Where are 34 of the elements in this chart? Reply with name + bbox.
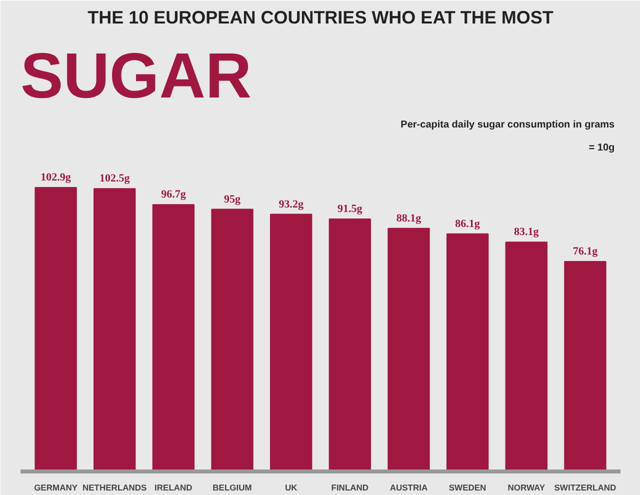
data-label: 88.1g xyxy=(396,212,422,224)
data-label: 95g xyxy=(224,193,242,206)
x-tick-label: AUSTRIA xyxy=(390,482,428,492)
x-tick-label: SWEDEN xyxy=(448,482,486,492)
data-label: 96.7g xyxy=(161,188,186,201)
x-tick-label: BELGIUM xyxy=(212,482,252,492)
chart-subtitle: SUGAR xyxy=(20,40,252,112)
x-tick-label: FINLAND xyxy=(331,482,369,492)
data-label: 86.1g xyxy=(455,218,480,230)
bar xyxy=(34,187,77,472)
text: Per-capita daily sugar consumption in grams xyxy=(400,120,616,131)
x-tick-label: SWITZERLAND xyxy=(554,482,616,492)
x-tick-label: NORWAY xyxy=(508,482,546,492)
data-label: 102.9g xyxy=(40,172,72,184)
text: = 10g xyxy=(588,142,615,154)
bar xyxy=(152,204,195,472)
bar xyxy=(446,233,489,472)
x-tick-label: NETHERLANDS xyxy=(82,482,148,492)
data-label: 83.1g xyxy=(514,226,540,238)
x-tick-label: GERMANY xyxy=(34,482,78,492)
bar xyxy=(564,260,606,472)
bar xyxy=(505,242,548,472)
bar xyxy=(270,214,312,472)
data-label: 102.5g xyxy=(99,172,130,185)
bar xyxy=(328,218,371,472)
chart-title: THE 10 EUROPEAN COUNTRIES WHO EAT THE MOST xyxy=(88,8,554,28)
x-tick-label: UK xyxy=(284,482,298,492)
bar xyxy=(388,228,430,472)
bar xyxy=(211,208,254,472)
x-tick-label: IRELAND xyxy=(154,482,192,492)
data-label: 91.5g xyxy=(338,202,363,215)
data-label: 93.2g xyxy=(278,198,304,210)
bar xyxy=(94,188,136,472)
data-label: 76.1g xyxy=(572,245,598,258)
